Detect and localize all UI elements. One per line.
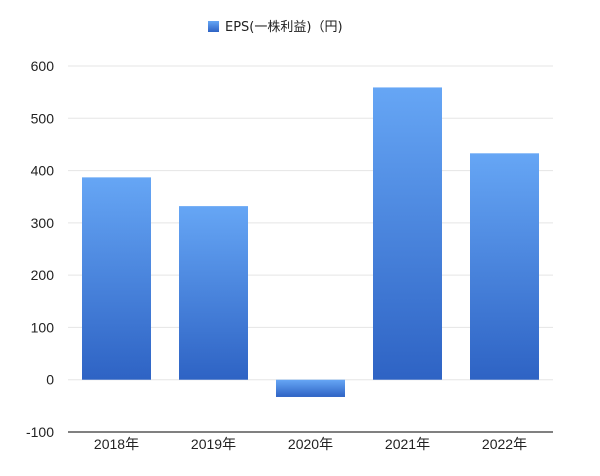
y-tick-label: 100 [31,319,55,335]
x-tick-label: 2018年 [94,436,139,452]
y-tick-label: 300 [31,215,55,231]
bar [82,177,151,380]
x-axis-tick-labels: 2018年 2019年 2020年 2021年 2022年 [94,436,527,452]
y-tick-label: 600 [31,58,55,74]
bar [179,206,248,380]
x-tick-label: 2019年 [191,436,236,452]
legend-swatch [208,21,219,32]
y-tick-label: 400 [31,163,55,179]
bars [82,87,539,397]
y-tick-label: 0 [46,372,54,388]
legend-label: EPS(一株利益)（円) [225,20,343,35]
x-tick-label: 2022年 [482,436,527,452]
bar [470,153,539,380]
y-axis-tick-labels: -100 0 100 200 300 400 500 600 [26,58,54,440]
x-tick-label: 2021年 [385,436,430,452]
y-tick-label: 200 [31,267,55,283]
bar [276,379,345,397]
y-tick-label: 500 [31,110,55,126]
bar [373,87,442,380]
legend: EPS(一株利益)（円) [208,20,343,35]
x-tick-label: 2020年 [288,436,333,452]
y-tick-label: -100 [26,424,54,440]
